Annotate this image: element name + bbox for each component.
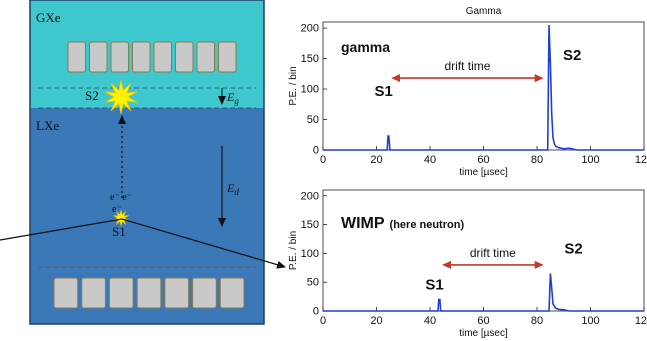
particle-track — [0, 218, 286, 269]
y-tick-label: 50 — [307, 277, 319, 289]
y-tick-label: 100 — [301, 248, 319, 260]
s2-flash-icon — [104, 79, 138, 115]
bottom-pmt-6 — [192, 277, 217, 309]
x-tick-label: 0 — [320, 315, 326, 327]
electrons-label-2: e⁻ — [112, 204, 122, 215]
x-tick-label: 40 — [424, 315, 436, 327]
bottom-pmt-array — [53, 277, 245, 309]
drift-time-label: drift time — [470, 246, 516, 260]
y-tick-label: 0 — [313, 145, 319, 157]
detector-frame — [29, 0, 265, 325]
plot-frame — [322, 189, 645, 312]
eg-label: Eg — [226, 90, 239, 106]
y-tick-label: 0 — [313, 306, 319, 318]
bottom-pmt-7 — [219, 277, 245, 309]
signal-trace — [323, 273, 644, 312]
chart-title: Gamma — [466, 6, 502, 17]
signal-trace — [323, 24, 644, 151]
y-tick-label: 100 — [301, 84, 319, 96]
s1-flash-icon — [113, 209, 129, 227]
liquid-label: LXe — [36, 118, 59, 133]
event-type-label: WIMP (here neutron) — [341, 215, 464, 232]
s2-peak-label: S2 — [563, 47, 581, 64]
top-pmt-7 — [196, 41, 215, 73]
s1-peak-label: S1 — [375, 83, 393, 100]
ed-label: Ed — [226, 181, 239, 197]
wimp-chart: 0 50 100 150 200 0 20 40 60 80 100 120 time [µsec] P.… — [288, 189, 647, 339]
s1-detector-label: S1 — [112, 224, 126, 239]
bottom-pmt-4 — [136, 277, 162, 309]
x-tick-label: 80 — [531, 154, 543, 166]
tpc-detector: GXe LXe S2 Eg Ed e⁻ e⁻ e⁻ S1 — [0, 0, 286, 325]
top-pmt-2 — [89, 41, 108, 73]
x-tick-label: 120 — [635, 315, 647, 327]
x-tick-label: 0 — [320, 154, 326, 166]
top-pmt-4 — [132, 41, 151, 73]
x-tick-label: 40 — [424, 154, 436, 166]
x-tick-label: 20 — [370, 154, 382, 166]
x-tick-label: 80 — [531, 315, 543, 327]
electrons-label: e⁻ e⁻ — [110, 192, 132, 203]
y-tick-label: 200 — [301, 190, 319, 202]
y-axis-label: P.E. / bin — [288, 231, 299, 270]
top-pmt-3 — [110, 41, 129, 73]
event-type-label: gamma — [341, 39, 390, 55]
top-pmt-5 — [153, 41, 172, 73]
y-tick-label: 150 — [301, 219, 319, 231]
x-tick-label: 120 — [635, 154, 647, 166]
bottom-pmt-3 — [108, 277, 134, 309]
top-pmt-array — [67, 41, 237, 73]
bottom-pmt-5 — [164, 277, 190, 309]
x-axis-label: time [µsec] — [459, 167, 508, 178]
drift-time-label: drift time — [444, 59, 490, 73]
gas-label: GXe — [36, 10, 61, 25]
gamma-chart: 0 50 100 150 200 0 20 40 60 80 100 120 time [µsec] P.… — [288, 6, 647, 178]
x-tick-label: 60 — [477, 154, 489, 166]
y-tick-label: 200 — [301, 23, 319, 35]
top-pmt-1 — [67, 41, 86, 73]
s1-peak-label: S1 — [425, 276, 443, 293]
x-tick-label: 20 — [370, 315, 382, 327]
top-pmt-8 — [218, 41, 237, 73]
x-tick-label: 100 — [581, 315, 599, 327]
top-pmt-6 — [175, 41, 194, 73]
y-tick-label: 150 — [301, 53, 319, 65]
y-tick-label: 50 — [307, 114, 319, 126]
y-axis-label: P.E. / bin — [288, 66, 299, 105]
s2-detector-label: S2 — [85, 88, 99, 103]
s2-peak-label: S2 — [564, 241, 582, 258]
bottom-pmt-1 — [53, 277, 79, 309]
x-axis-label: time [µsec] — [459, 328, 508, 339]
x-tick-label: 100 — [581, 154, 599, 166]
x-tick-label: 60 — [477, 315, 489, 327]
bottom-pmt-2 — [81, 277, 106, 309]
